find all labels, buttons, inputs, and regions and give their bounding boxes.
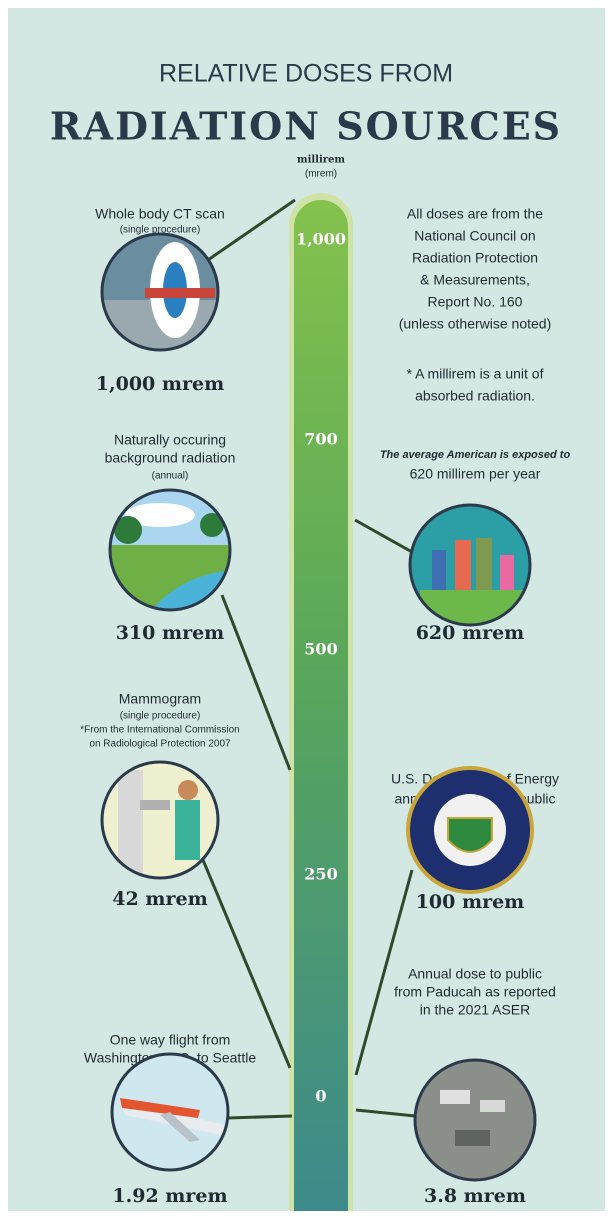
scale-tick: 250	[304, 865, 337, 884]
item-title: Annual dose to public	[408, 966, 542, 982]
item-dose: 310 mrem	[116, 622, 225, 644]
item-dose: 620 mrem	[416, 622, 525, 644]
item-dose: 3.8 mrem	[424, 1185, 526, 1207]
scale-tick: 500	[304, 640, 337, 659]
item-dose: 100 mrem	[416, 891, 525, 913]
millirem-note: absorbed radiation.	[415, 388, 535, 404]
source-note: & Measurements,	[420, 272, 530, 288]
item-title: One way flight from	[110, 1032, 231, 1048]
item-title: 620 millirem per year	[410, 466, 541, 482]
source-note: National Council on	[414, 228, 535, 244]
unit-abbrev: (mrem)	[305, 169, 337, 180]
item-dose: 42 mrem	[112, 888, 207, 910]
item-note: (single procedure)	[120, 711, 201, 722]
doe-seal-icon	[406, 766, 534, 894]
item-title: from Paducah as reported	[394, 984, 556, 1000]
item-note: on Radiological Protection 2007	[89, 739, 231, 750]
source-note: All doses are from the	[407, 206, 543, 222]
millirem-note: * A millirem is a unit of	[407, 366, 544, 382]
title-top: RELATIVE DOSES FROM	[159, 60, 453, 88]
source-note: Radiation Protection	[412, 250, 538, 266]
item-dose: 1.92 mrem	[112, 1185, 227, 1207]
item-dose: 1,000 mrem	[96, 373, 224, 395]
item-lead: The average American is exposed to	[380, 449, 571, 461]
item-title: Whole body CT scan	[95, 206, 225, 222]
source-note: Report No. 160	[428, 294, 523, 310]
item-title: Naturally occuring	[114, 432, 226, 448]
scale-bar	[294, 200, 348, 1211]
item-title: in the 2021 ASER	[420, 1002, 531, 1018]
infographic: RELATIVE DOSES FROM RADIATION SOURCES mi…	[0, 0, 613, 1211]
title-main: RADIATION SOURCES	[50, 104, 562, 149]
unit-label: millirem	[297, 155, 345, 166]
item-note: *From the International Commission	[80, 725, 240, 736]
item-title: background radiation	[105, 450, 236, 466]
item-note: (annual)	[152, 471, 189, 482]
scale-tick: 700	[304, 430, 337, 449]
item-title: Mammogram	[119, 691, 201, 707]
scale-tick: 1,000	[296, 230, 346, 249]
page: {"header": {"title_top": "RELATIVE DOSES…	[0, 0, 613, 1211]
scale-tick: 0	[315, 1087, 326, 1106]
source-note: (unless otherwise noted)	[399, 316, 552, 332]
